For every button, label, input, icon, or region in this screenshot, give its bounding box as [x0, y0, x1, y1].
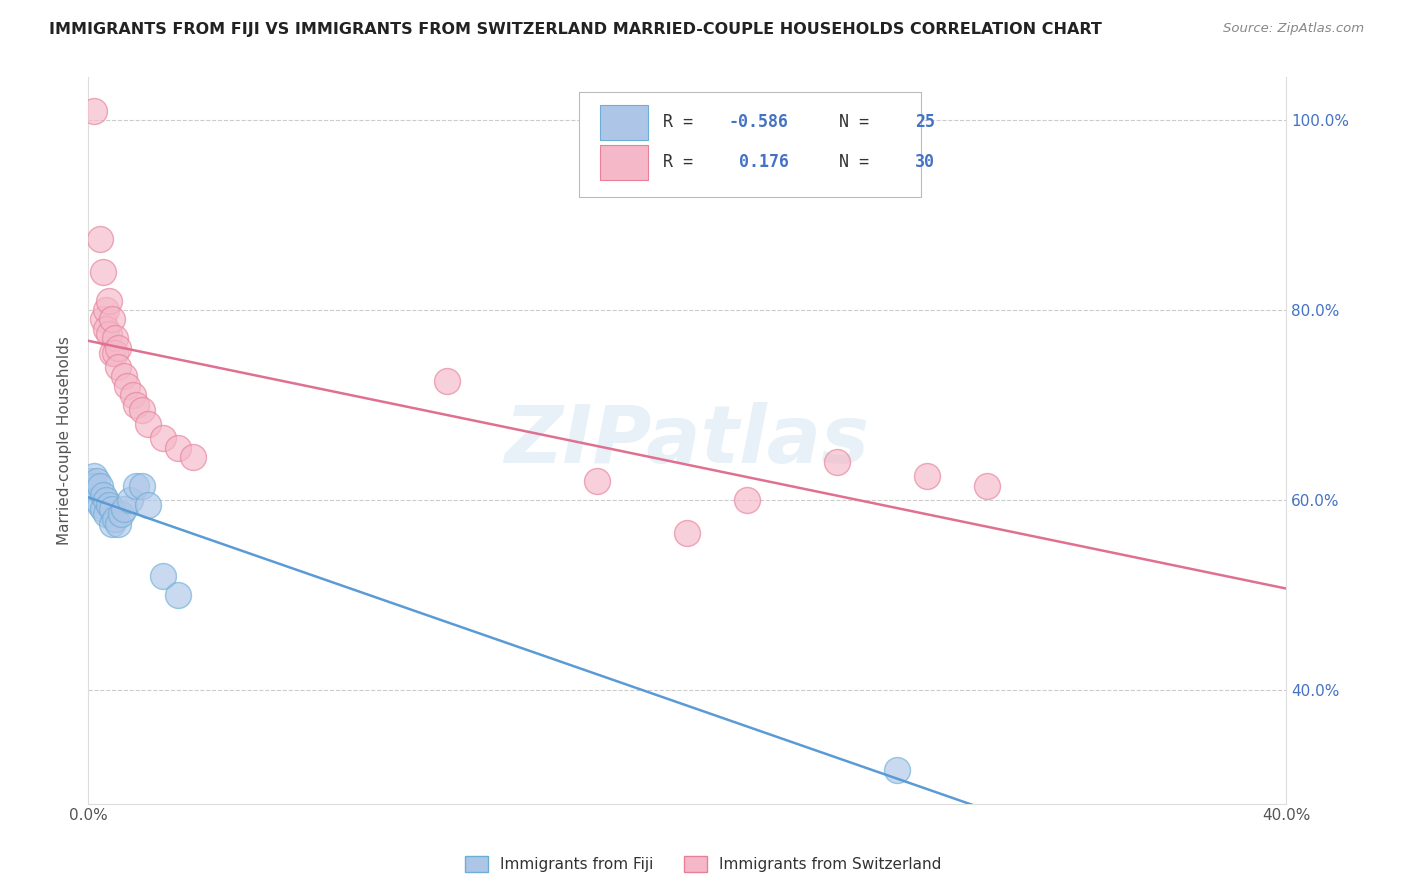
- Text: IMMIGRANTS FROM FIJI VS IMMIGRANTS FROM SWITZERLAND MARRIED-COUPLE HOUSEHOLDS CO: IMMIGRANTS FROM FIJI VS IMMIGRANTS FROM …: [49, 22, 1102, 37]
- Point: [83, 478, 105, 492]
- Point: [122, 388, 145, 402]
- Point: [104, 345, 127, 359]
- Point: [83, 103, 105, 118]
- Point: [83, 469, 105, 483]
- Point: [110, 507, 132, 521]
- FancyBboxPatch shape: [599, 105, 648, 140]
- Point: [94, 507, 117, 521]
- Point: [104, 512, 127, 526]
- Point: [98, 498, 121, 512]
- Text: N =: N =: [818, 153, 879, 171]
- Point: [152, 569, 174, 583]
- Point: [89, 478, 111, 492]
- Point: [101, 502, 124, 516]
- Point: [167, 588, 190, 602]
- Point: [107, 359, 129, 374]
- Point: [120, 492, 142, 507]
- Text: R =: R =: [664, 153, 703, 171]
- Point: [886, 764, 908, 778]
- Point: [101, 516, 124, 531]
- Point: [91, 265, 114, 279]
- Text: 25: 25: [915, 113, 935, 131]
- Point: [94, 303, 117, 318]
- Point: [98, 293, 121, 308]
- Point: [976, 478, 998, 492]
- Point: [107, 516, 129, 531]
- Text: 0.176: 0.176: [728, 153, 789, 171]
- Text: N =: N =: [818, 113, 879, 131]
- Point: [676, 526, 699, 541]
- Point: [91, 488, 114, 502]
- Point: [91, 312, 114, 326]
- Text: -0.586: -0.586: [728, 113, 789, 131]
- Point: [436, 374, 458, 388]
- Point: [112, 369, 135, 384]
- Point: [107, 341, 129, 355]
- Text: 30: 30: [915, 153, 935, 171]
- Point: [131, 478, 153, 492]
- Text: ZIPatlas: ZIPatlas: [505, 401, 869, 480]
- Point: [586, 474, 609, 488]
- Point: [98, 326, 121, 341]
- Point: [104, 331, 127, 345]
- Point: [136, 498, 159, 512]
- Point: [136, 417, 159, 431]
- Point: [112, 502, 135, 516]
- Text: Source: ZipAtlas.com: Source: ZipAtlas.com: [1223, 22, 1364, 36]
- Point: [94, 322, 117, 336]
- Point: [115, 379, 138, 393]
- Point: [89, 232, 111, 246]
- Point: [735, 492, 758, 507]
- Text: R =: R =: [664, 113, 703, 131]
- FancyBboxPatch shape: [599, 145, 648, 180]
- Point: [101, 312, 124, 326]
- Point: [825, 455, 848, 469]
- Point: [181, 450, 204, 464]
- Point: [131, 402, 153, 417]
- FancyBboxPatch shape: [579, 92, 921, 197]
- Point: [101, 345, 124, 359]
- Point: [915, 469, 938, 483]
- Point: [80, 474, 103, 488]
- Point: [89, 498, 111, 512]
- Legend: Immigrants from Fiji, Immigrants from Switzerland: Immigrants from Fiji, Immigrants from Sw…: [457, 848, 949, 880]
- Point: [94, 492, 117, 507]
- Point: [167, 441, 190, 455]
- Point: [86, 474, 108, 488]
- Point: [86, 492, 108, 507]
- Y-axis label: Married-couple Households: Married-couple Households: [58, 336, 72, 545]
- Point: [152, 431, 174, 445]
- Point: [125, 478, 148, 492]
- Point: [125, 398, 148, 412]
- Point: [91, 502, 114, 516]
